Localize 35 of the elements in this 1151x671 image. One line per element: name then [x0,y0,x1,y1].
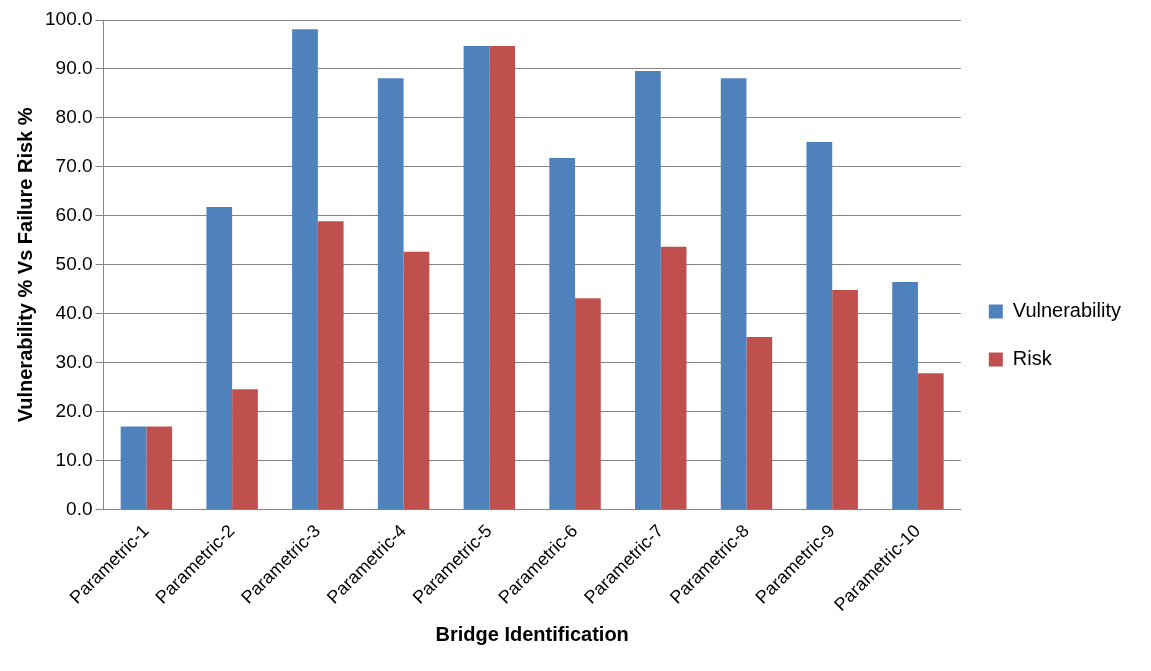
bar [575,298,601,510]
bar [660,246,687,510]
bar [917,373,944,510]
bar [146,426,173,510]
y-tick-label: 100.0 [45,8,93,30]
legend-label: Risk [1012,347,1053,370]
bar [746,336,773,510]
bar [720,78,747,510]
y-tick-label: 60.0 [55,204,93,226]
bar [377,78,404,510]
bar [206,207,233,510]
y-tick-label: 50.0 [55,253,93,275]
y-tick-label: 0.0 [66,498,93,520]
y-tick-label: 10.0 [55,449,93,471]
bar [489,45,516,510]
legend-label: Vulnerability [1012,299,1121,322]
bar [232,389,258,510]
bar [635,70,661,510]
bar [806,141,833,510]
y-tick-label: 90.0 [55,57,93,79]
y-tick-label: 40.0 [55,302,93,324]
bar [892,282,918,510]
bar [317,221,344,510]
bar [120,426,147,510]
y-axis-title: Vulnerability % Vs Failure Risk % [13,107,36,423]
y-tick-label: 20.0 [55,400,93,422]
y-tick-label: 30.0 [55,351,93,373]
bar [403,251,430,510]
bar [549,158,576,510]
bar [463,45,490,510]
bar [292,29,318,510]
x-axis-title: Bridge Identification [435,622,629,645]
y-tick-label: 70.0 [55,155,93,177]
bar [832,289,858,510]
y-tick-label: 80.0 [55,106,93,128]
